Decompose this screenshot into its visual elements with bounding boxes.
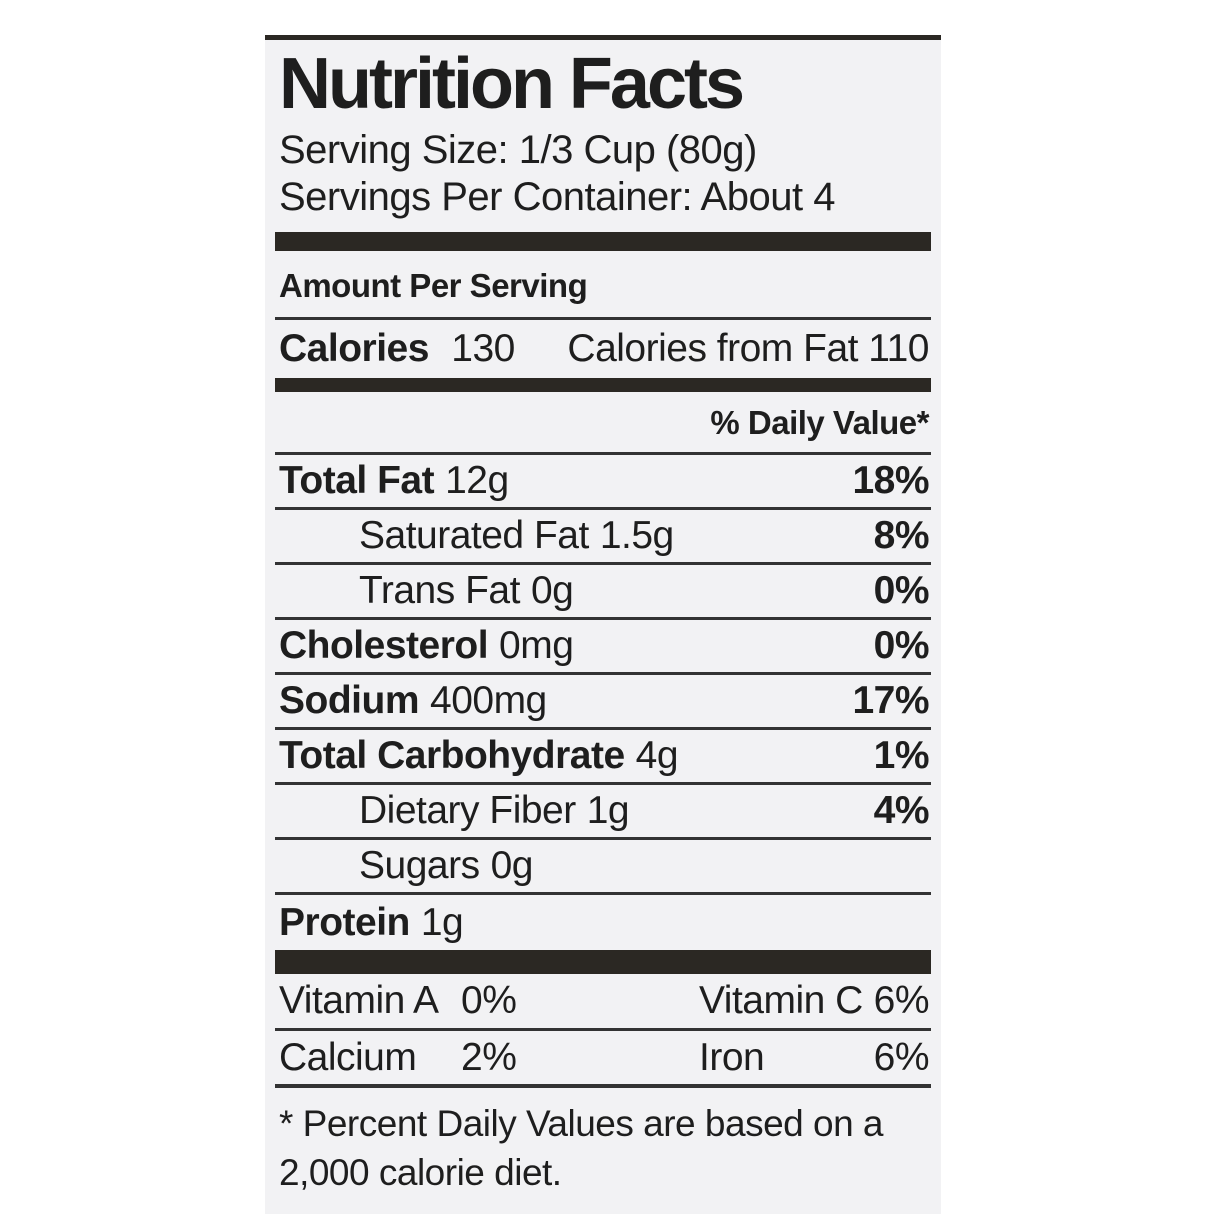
nutrition-facts-label: Nutrition Facts Serving Size: 1/3 Cup (8… bbox=[265, 35, 941, 1214]
daily-value-header: % Daily Value* bbox=[275, 392, 931, 456]
nutrient-row: Total Carbohydrate 4g 1% bbox=[275, 730, 931, 786]
nutrient-name: Protein bbox=[279, 900, 410, 944]
nutrient-name-amount: Dietary Fiber 1g bbox=[359, 789, 630, 833]
nutrient-daily-value: 4% bbox=[873, 789, 930, 833]
nutrient-name-amount: Cholesterol 0mg bbox=[279, 624, 574, 668]
nutrient-daily-value: 1% bbox=[873, 734, 930, 778]
serving-size: Serving Size: 1/3 Cup (80g) bbox=[279, 128, 757, 173]
top-bar bbox=[265, 35, 941, 40]
calories-label: Calories bbox=[279, 327, 429, 371]
nutrient-name-amount: Protein 1g bbox=[279, 900, 464, 945]
label-content: Nutrition Facts Serving Size: 1/3 Cup (8… bbox=[265, 44, 941, 1198]
nutrient-name: Sugars bbox=[359, 844, 480, 888]
vitamin-rows: Vitamin A 0% Vitamin C 6% Calcium 2% Iro… bbox=[275, 974, 931, 1089]
nutrient-amount: 1.5g bbox=[599, 514, 674, 558]
calories-left: Calories 130 bbox=[279, 327, 515, 371]
vitamin-left-label: Calcium bbox=[279, 1035, 417, 1079]
nutrient-name-amount: Total Carbohydrate 4g bbox=[279, 734, 679, 778]
vitamin-right-value: 6% bbox=[873, 1035, 930, 1079]
nutrient-name-amount: Sugars 0g bbox=[359, 844, 533, 888]
separator-bar-thick bbox=[275, 232, 931, 252]
nutrient-daily-value: 0% bbox=[873, 624, 930, 668]
footnote-line-2: 2,000 calorie diet. bbox=[279, 1152, 562, 1194]
nutrient-daily-value: 18% bbox=[852, 459, 929, 503]
vitamin-left-pair: Vitamin A 0% bbox=[279, 979, 699, 1023]
nutrient-name-amount: Saturated Fat 1.5g bbox=[359, 514, 674, 558]
nutrient-amount: 400mg bbox=[430, 679, 547, 723]
nutrient-amount: 0g bbox=[530, 569, 574, 613]
nutrient-amount: 1g bbox=[420, 900, 464, 944]
nutrient-name-amount: Trans Fat 0g bbox=[359, 569, 574, 613]
nutrient-amount: 1g bbox=[586, 789, 630, 833]
nutrient-daily-value: 17% bbox=[852, 679, 929, 723]
vitamin-left-value: 0% bbox=[461, 979, 517, 1023]
footnote: * Percent Daily Values are based on a 2,… bbox=[275, 1088, 931, 1198]
separator-bar-thick-2 bbox=[275, 950, 931, 975]
nutrient-amount: 12g bbox=[445, 459, 509, 503]
vitamin-left-label: Vitamin A bbox=[279, 979, 439, 1023]
nutrient-row: Dietary Fiber 1g 4% bbox=[275, 785, 931, 841]
nutrient-name: Total Carbohydrate bbox=[279, 734, 625, 778]
nutrient-name: Dietary Fiber bbox=[359, 789, 576, 833]
nutrient-row: Trans Fat 0g 0% bbox=[275, 565, 931, 621]
nutrient-row: Sodium 400mg 17% bbox=[275, 675, 931, 731]
nutrient-daily-value: 0% bbox=[873, 569, 930, 613]
vitamin-row: Vitamin A 0% Vitamin C 6% bbox=[275, 974, 931, 1032]
nutrient-name: Sodium bbox=[279, 679, 420, 723]
nutrient-row: Cholesterol 0mg 0% bbox=[275, 620, 931, 676]
nutrient-row: Saturated Fat 1.5g 8% bbox=[275, 510, 931, 566]
nutrient-amount: 0g bbox=[490, 844, 534, 888]
separator-bar-medium bbox=[275, 378, 931, 393]
servings-per-container: Servings Per Container: About 4 bbox=[279, 174, 835, 219]
vitamin-right-pair: Vitamin C 6% bbox=[699, 979, 930, 1023]
vitamin-right-label: Vitamin C bbox=[699, 979, 863, 1023]
vitamin-right-label: Iron bbox=[699, 1035, 765, 1079]
calories-value: 130 bbox=[451, 327, 515, 371]
vitamin-left-pair: Calcium 2% bbox=[279, 1036, 699, 1080]
label-title: Nutrition Facts bbox=[279, 44, 745, 124]
nutrient-name: Cholesterol bbox=[279, 624, 489, 668]
nutrient-name-amount: Total Fat 12g bbox=[279, 459, 509, 503]
nutrient-row: Protein 1g bbox=[275, 895, 931, 950]
vitamin-left-value: 2% bbox=[461, 1035, 517, 1079]
vitamin-right-value: 6% bbox=[873, 979, 930, 1023]
calories-row: Calories 130 Calories from Fat 110 bbox=[275, 320, 931, 378]
amount-per-serving-header: Amount Per Serving bbox=[275, 251, 931, 321]
nutrient-name: Trans Fat bbox=[359, 569, 520, 613]
nutrient-row: Sugars 0g bbox=[275, 840, 931, 896]
nutrient-name-amount: Sodium 400mg bbox=[279, 679, 547, 723]
vitamin-row: Calcium 2% Iron 6% bbox=[275, 1031, 931, 1089]
vitamin-right-pair: Iron 6% bbox=[699, 1035, 930, 1080]
footnote-line-1: * Percent Daily Values are based on a bbox=[279, 1103, 884, 1145]
nutrient-daily-value: 8% bbox=[873, 514, 930, 558]
nutrient-amount: 0mg bbox=[499, 624, 574, 668]
nutrient-rows: Total Fat 12g 18% Saturated Fat 1.5g 8% Tr… bbox=[275, 455, 931, 950]
calories-from-fat: Calories from Fat 110 bbox=[567, 327, 929, 371]
nutrient-row: Total Fat 12g 18% bbox=[275, 455, 931, 511]
nutrient-amount: 4g bbox=[635, 734, 679, 778]
nutrient-name: Saturated Fat bbox=[359, 514, 589, 558]
nutrient-name: Total Fat bbox=[279, 459, 435, 503]
